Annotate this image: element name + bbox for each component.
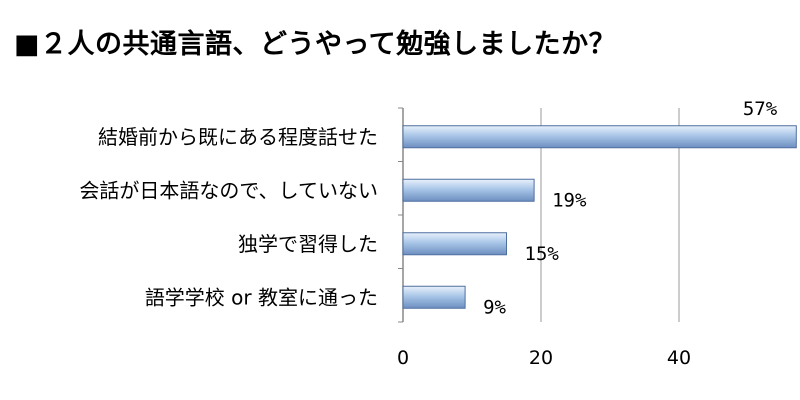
value-label: 57% <box>743 98 778 120</box>
x-tick-label: 20 <box>529 347 553 369</box>
labels: 0 20 40 結婚前から既にある程度話せた 57% 会話が日本語なので、していない 19%… <box>79 98 777 369</box>
bar <box>402 285 466 309</box>
bar <box>402 178 535 202</box>
x-tick-label: 0 <box>397 347 409 369</box>
bar <box>402 125 797 149</box>
category-label: 会話が日本語なので、していない <box>79 178 378 202</box>
x-tick-label: 40 <box>667 347 691 369</box>
category-label: 結婚前から既にある程度話せた <box>98 125 378 149</box>
chart-title: ■２人の共通言語、どうやって勉強しましたか？ <box>14 29 617 60</box>
value-label: 9% <box>483 296 506 318</box>
bars <box>402 125 797 309</box>
category-label: 独学で習得した <box>238 232 378 256</box>
value-label: 15% <box>525 243 560 265</box>
bar <box>402 232 507 256</box>
value-label: 19% <box>552 189 587 211</box>
category-label: 語学学校 or 教室に通った <box>145 285 378 309</box>
